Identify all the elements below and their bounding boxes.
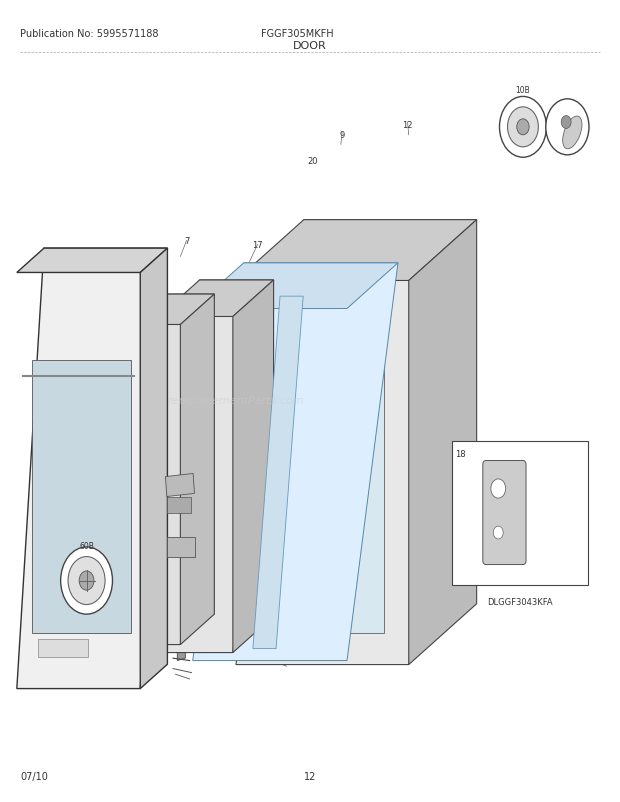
Text: 53: 53 (270, 416, 280, 426)
Text: 16: 16 (370, 322, 380, 331)
Bar (167, 497, 192, 513)
Text: 10B: 10B (516, 86, 530, 95)
Polygon shape (159, 281, 273, 317)
FancyBboxPatch shape (483, 461, 526, 565)
Circle shape (508, 107, 538, 148)
Polygon shape (177, 445, 185, 661)
Text: 12: 12 (304, 771, 316, 780)
Polygon shape (180, 294, 215, 645)
Circle shape (516, 119, 529, 136)
Text: 55: 55 (181, 313, 192, 322)
Bar (38, 639, 88, 657)
Circle shape (546, 99, 589, 156)
Text: DLGGF3043KFA: DLGGF3043KFA (487, 597, 552, 606)
Polygon shape (111, 321, 120, 625)
Text: 7: 7 (184, 237, 189, 245)
Polygon shape (193, 264, 398, 309)
Polygon shape (17, 249, 167, 273)
Text: 39: 39 (40, 398, 51, 407)
Polygon shape (159, 281, 273, 653)
Circle shape (61, 547, 112, 614)
Polygon shape (60, 305, 74, 553)
Text: 12: 12 (402, 121, 413, 130)
Text: repiplacementParts.com: repiplacementParts.com (167, 396, 304, 406)
Polygon shape (17, 249, 167, 689)
Ellipse shape (563, 117, 582, 150)
Circle shape (491, 480, 506, 499)
Circle shape (79, 571, 94, 590)
Bar (452, 441, 588, 585)
Text: 20: 20 (308, 156, 318, 166)
Text: DOOR: DOOR (293, 42, 327, 51)
Text: 53: 53 (112, 248, 123, 257)
Text: 8: 8 (332, 354, 337, 363)
Polygon shape (140, 249, 167, 689)
Polygon shape (236, 221, 477, 282)
Text: 23: 23 (178, 515, 188, 524)
Bar (167, 537, 195, 557)
Bar (32, 361, 131, 633)
Text: 55: 55 (178, 388, 188, 398)
Text: Publication No: 5995571188: Publication No: 5995571188 (20, 30, 158, 39)
Text: 17: 17 (252, 241, 263, 249)
Circle shape (68, 557, 105, 605)
Text: 6: 6 (157, 258, 162, 267)
Text: 23: 23 (55, 273, 66, 282)
Text: 9: 9 (340, 132, 345, 140)
Polygon shape (236, 221, 477, 665)
Circle shape (500, 97, 546, 158)
Polygon shape (276, 373, 282, 645)
Bar (166, 474, 195, 497)
Polygon shape (109, 294, 215, 645)
Circle shape (561, 116, 571, 129)
Text: 20: 20 (376, 285, 386, 294)
Text: 60B: 60B (79, 541, 94, 550)
Text: 18: 18 (455, 449, 466, 458)
Bar (260, 345, 384, 633)
Circle shape (494, 526, 503, 539)
Polygon shape (409, 221, 477, 665)
Text: 13: 13 (38, 476, 49, 485)
Text: 07/10: 07/10 (20, 771, 48, 780)
Text: 4: 4 (89, 286, 94, 295)
Polygon shape (109, 294, 215, 325)
Text: 17: 17 (376, 355, 386, 364)
Polygon shape (253, 297, 303, 649)
Polygon shape (233, 281, 273, 653)
Text: FGGF305MKFH: FGGF305MKFH (260, 30, 333, 39)
Polygon shape (193, 264, 398, 661)
